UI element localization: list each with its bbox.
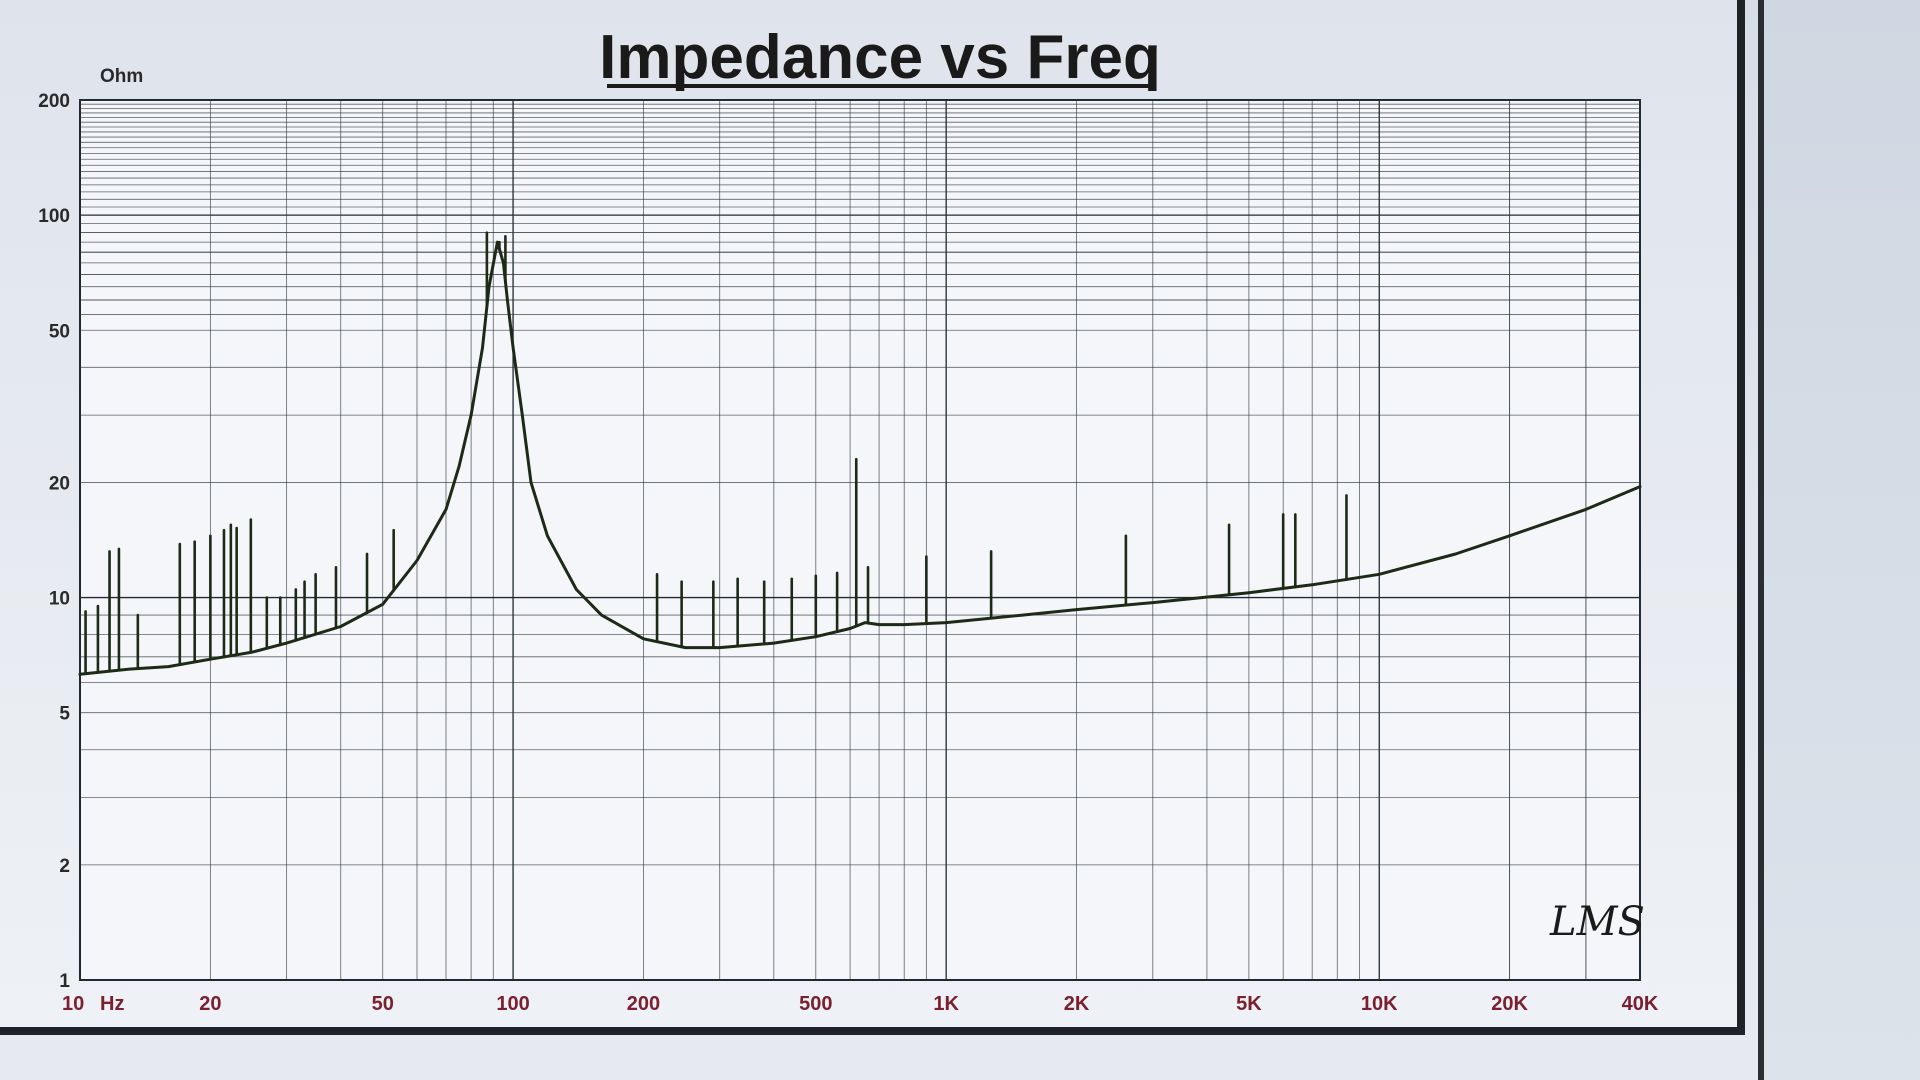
y-tick-label: 100 bbox=[38, 206, 70, 227]
y-axis-unit: Ohm bbox=[100, 66, 143, 87]
y-tick-label: 50 bbox=[49, 321, 70, 342]
y-tick-label: 1 bbox=[59, 971, 70, 992]
y-tick-label: 2 bbox=[59, 856, 70, 877]
grid bbox=[79, 99, 1641, 981]
y-tick-label: 200 bbox=[38, 91, 70, 112]
x-tick-label: 20 bbox=[199, 993, 221, 1015]
x-axis-unit: Hz bbox=[100, 993, 124, 1015]
y-tick-label: 5 bbox=[59, 704, 70, 725]
plot-area bbox=[79, 99, 1641, 981]
x-tick-label: 10K bbox=[1361, 993, 1398, 1015]
side-panel bbox=[1758, 0, 1920, 1080]
y-tick-label: 20 bbox=[49, 473, 70, 494]
x-tick-label: 20K bbox=[1491, 993, 1528, 1015]
x-axis-ticks: 10 20 50 100 200 500 1K 2K 5K 10K 20K 40K bbox=[62, 993, 1659, 1015]
x-tick-label: 1K bbox=[933, 993, 959, 1015]
x-tick-label: 200 bbox=[627, 993, 660, 1015]
y-axis-ticks: 1 2 5 10 20 50 100 200 bbox=[38, 91, 70, 992]
x-tick-label: 50 bbox=[372, 993, 394, 1015]
y-tick-label: 10 bbox=[49, 589, 70, 610]
x-tick-label: 40K bbox=[1622, 993, 1659, 1015]
lms-watermark: LMS bbox=[1549, 899, 1645, 945]
x-tick-label: 2K bbox=[1064, 993, 1090, 1015]
chart-title: Impedance vs Freq bbox=[599, 23, 1161, 92]
x-tick-label: 10 bbox=[62, 993, 84, 1015]
noise-spikes bbox=[84, 231, 1348, 676]
x-tick-label: 5K bbox=[1236, 993, 1262, 1015]
impedance-trace bbox=[78, 240, 1642, 676]
x-tick-label: 500 bbox=[799, 993, 832, 1015]
x-tick-label: 100 bbox=[496, 993, 529, 1015]
